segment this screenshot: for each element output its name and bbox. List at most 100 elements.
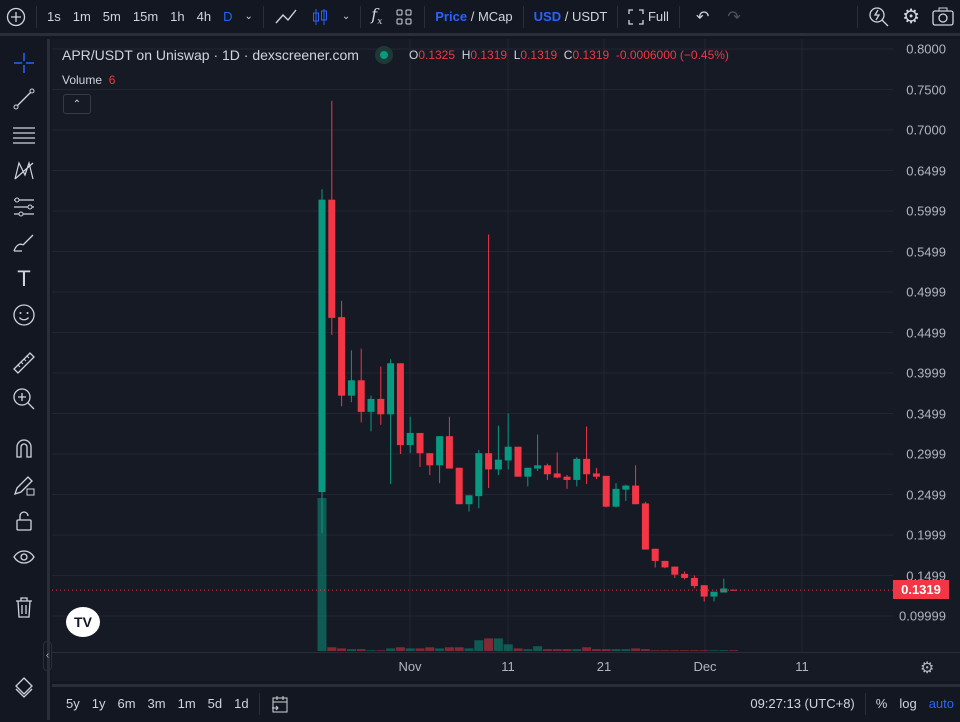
lock-drawings-pencil[interactable] — [10, 471, 38, 499]
fullscreen-icon — [628, 8, 645, 25]
candle-body — [347, 380, 355, 396]
quick-search-button[interactable] — [862, 0, 896, 35]
current-price-tag: 0.1319 — [893, 580, 949, 599]
candle-body — [387, 363, 395, 415]
function-icon: fx — [371, 5, 383, 28]
interval-5m[interactable]: 5m — [102, 9, 121, 24]
usdt-option[interactable]: USDT — [571, 9, 608, 24]
candle-body — [524, 467, 532, 477]
range-6m[interactable]: 6m — [117, 696, 136, 711]
fullscreen-button[interactable]: Full — [622, 0, 675, 35]
usd-option[interactable]: USD — [533, 9, 562, 24]
emoji-tool[interactable] — [10, 301, 38, 329]
volume-bar — [552, 649, 562, 651]
time-axis[interactable]: ⚙ Nov 11 21 Dec 11 — [52, 652, 960, 681]
zoom-tool[interactable] — [10, 385, 38, 413]
candle-body — [720, 588, 728, 593]
crosshair-tool[interactable] — [10, 49, 38, 77]
price-axis[interactable]: 0.8000 0.7500 0.7000 0.6499 0.5999 0.5499 0.49… — [893, 39, 960, 652]
volume-bar — [474, 640, 484, 651]
add-symbol-button[interactable] — [0, 0, 32, 35]
undo-button[interactable]: ↶ — [684, 0, 721, 35]
slash: / — [470, 9, 475, 24]
text-tool[interactable]: T — [10, 265, 38, 293]
divider — [864, 692, 866, 715]
measure-tool[interactable] — [10, 349, 38, 377]
range-5y[interactable]: 5y — [66, 696, 80, 711]
range-1m[interactable]: 1m — [177, 696, 196, 711]
volume-bar — [640, 649, 650, 651]
symbol-title[interactable]: APR/USDT on Uniswap · 1D · dexscreener.c… — [62, 47, 359, 63]
remove-drawings-button[interactable] — [10, 593, 38, 621]
volume-bar — [444, 647, 454, 651]
volume-bar — [327, 647, 337, 651]
price-label: 0.2999 — [906, 446, 946, 462]
layouts-button[interactable] — [388, 0, 420, 35]
grid-layout-icon — [396, 9, 412, 24]
range-3m[interactable]: 3m — [147, 696, 166, 711]
interval-4h[interactable]: 4h — [196, 9, 212, 24]
candle-body — [465, 495, 473, 505]
price-option[interactable]: Price — [435, 9, 468, 24]
redo-button[interactable]: ↷ — [721, 0, 746, 35]
pattern-tool[interactable] — [10, 157, 38, 185]
candlestick-chart[interactable] — [52, 39, 893, 652]
go-to-date-button[interactable] — [264, 686, 296, 722]
range-1d[interactable]: 1d — [234, 696, 249, 711]
candle-body — [710, 591, 718, 597]
object-tree-button[interactable] — [10, 673, 38, 701]
candle-body — [367, 398, 375, 412]
price-label: 0.1999 — [906, 527, 946, 543]
brush-tool[interactable] — [10, 229, 38, 257]
volume-bar — [503, 644, 513, 651]
chart-pane[interactable] — [52, 39, 893, 652]
volume-bar — [337, 648, 347, 651]
mcap-option[interactable]: MCap — [477, 9, 513, 24]
indicators-button[interactable]: fx — [365, 0, 388, 35]
range-1y[interactable]: 1y — [91, 696, 106, 711]
interval-1s[interactable]: 1s — [47, 9, 61, 24]
price-mcap-toggle[interactable]: Price / MCap — [429, 0, 518, 35]
auto-toggle[interactable]: auto — [928, 696, 954, 711]
screenshot-button[interactable] — [926, 0, 960, 35]
timezone-clock[interactable]: 09:27:13 (UTC+8) — [750, 696, 855, 711]
range-5d[interactable]: 5d — [207, 696, 223, 711]
volume-bar — [395, 647, 405, 651]
interval-1m[interactable]: 1m — [72, 9, 91, 24]
candle-body — [534, 465, 542, 469]
volume-bar — [660, 650, 670, 651]
magnet-tool[interactable] — [10, 435, 38, 463]
candle-body — [494, 459, 502, 470]
price-label: 0.5499 — [906, 244, 946, 259]
volume-bar — [356, 649, 366, 651]
candle-body — [445, 436, 453, 469]
volume-bar — [425, 647, 435, 651]
line-chart-button[interactable] — [268, 0, 304, 35]
forecast-tool[interactable] — [10, 193, 38, 221]
tradingview-logo[interactable]: TV — [66, 607, 100, 637]
volume-bar — [591, 649, 601, 651]
interval-1h[interactable]: 1h — [170, 9, 185, 24]
zoom-in-icon — [13, 388, 35, 410]
candle-chart-button[interactable] — [304, 0, 336, 35]
trend-line-tool[interactable] — [10, 85, 38, 113]
volume-bar — [464, 648, 474, 651]
settings-button[interactable]: ⚙ — [896, 0, 926, 35]
divider — [36, 5, 37, 28]
interval-D[interactable]: D — [223, 9, 233, 24]
lock-all-tool[interactable] — [10, 507, 38, 535]
volume-bar — [611, 649, 621, 651]
interval-15m[interactable]: 15m — [132, 9, 159, 24]
collapse-toolbar-button[interactable]: ‹ — [43, 641, 52, 671]
volume-bar — [366, 650, 376, 651]
percent-toggle[interactable]: % — [875, 696, 888, 711]
hide-drawings-tool[interactable] — [10, 543, 38, 571]
axis-settings-button[interactable]: ⚙ — [920, 658, 934, 678]
log-toggle[interactable]: log — [899, 696, 917, 711]
fib-tool[interactable] — [10, 121, 38, 149]
chart-type-dropdown[interactable]: ⌄ — [336, 0, 356, 35]
currency-toggle[interactable]: USD / USDT — [528, 0, 614, 35]
volume-bar — [523, 649, 533, 651]
interval-dropdown[interactable]: ⌄ — [238, 0, 258, 35]
collapse-legend-button[interactable]: ⌃ — [63, 94, 91, 114]
